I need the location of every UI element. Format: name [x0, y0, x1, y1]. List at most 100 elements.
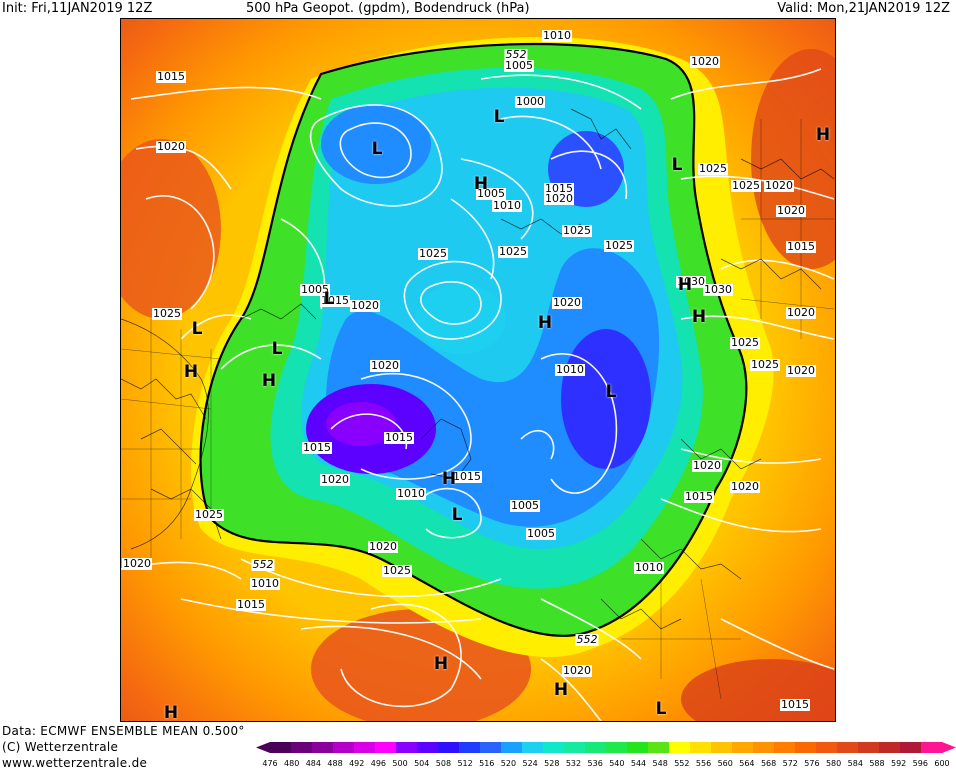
isobar-label: 1010	[250, 577, 280, 590]
colorbar-tick-label: 476	[262, 759, 277, 768]
colorbar-tick-label: 492	[349, 759, 364, 768]
colorbar-swatch	[522, 742, 544, 753]
colorbar-tick-label: 588	[869, 759, 884, 768]
isobar-label: 1015	[452, 470, 482, 483]
website-url: www.wetterzentrale.de	[2, 756, 148, 770]
colorbar-swatch	[375, 742, 397, 753]
isobar-label: 1020	[350, 299, 380, 312]
colorbar-swatch	[270, 742, 292, 753]
colorbar-swatch	[879, 742, 901, 753]
isobar-label: 1015	[320, 294, 350, 307]
pressure-center-low: L	[323, 289, 335, 309]
colorbar-tick-label: 592	[891, 759, 906, 768]
blue-low-northwest	[321, 104, 431, 184]
colorbar-swatch	[669, 742, 691, 753]
isobar-label: 1020	[368, 540, 398, 553]
isobar-label: 1015	[384, 431, 414, 444]
colorbar-tick-label: 480	[284, 759, 299, 768]
valid-time: Valid: Mon,21JAN2019 12Z	[777, 1, 950, 16]
isobar-label: 1025	[562, 224, 592, 237]
isobar-label: 1015	[156, 70, 186, 83]
pressure-center-high: H	[441, 469, 457, 489]
colorbar-tick-label: 544	[631, 759, 646, 768]
isobar-label: 1020	[544, 192, 574, 205]
isobar-label: 1025	[418, 247, 448, 260]
colorbar-tick-label: 548	[653, 759, 668, 768]
isobar-label: 1030	[703, 283, 733, 296]
isobar-label: 1020	[370, 359, 400, 372]
colorbar-tick-label: 584	[848, 759, 863, 768]
copyright: (C) Wetterzentrale	[2, 740, 119, 754]
isobar-label: 1020	[730, 480, 760, 493]
isobar-label: 1000	[515, 95, 545, 108]
colorbar-tick-label: 568	[761, 759, 776, 768]
pressure-center-low: L	[605, 382, 617, 402]
pressure-center-low: L	[271, 339, 283, 359]
isobar-label: 1015	[780, 698, 810, 711]
isobar-label: 1015	[302, 441, 332, 454]
colorbar-swatch	[459, 742, 481, 753]
isobar-label: 1025	[750, 358, 780, 371]
isobar-label: 1020	[764, 179, 794, 192]
colorbar-swatch	[711, 742, 733, 753]
colorbar-swatch	[795, 742, 817, 753]
isobar-label: 1015	[544, 182, 574, 195]
colorbar-swatch	[690, 742, 712, 753]
pressure-center-low: L	[671, 155, 683, 175]
isobar-label: 1015	[786, 240, 816, 253]
colorbar-swatch	[648, 742, 670, 753]
geopotential-field	[121, 19, 835, 721]
isobar-label: 1005	[504, 59, 534, 72]
isobar-label: 1020	[776, 204, 806, 217]
isobar-label: 1025	[194, 508, 224, 521]
isobar-label: 1025	[731, 179, 761, 192]
colorbar-tick-label: 500	[392, 759, 407, 768]
subtropical-high-east	[751, 49, 835, 269]
colorbar-swatch	[816, 742, 838, 753]
colorbar-tick-label: 504	[414, 759, 429, 768]
colorbar-tick-label: 524	[522, 759, 537, 768]
colorbar-swatch	[501, 742, 523, 753]
colorbar-arrow-low	[256, 742, 270, 753]
colorbar-tick-label: 520	[501, 759, 516, 768]
colorbar-swatch	[858, 742, 880, 753]
colorbar-swatch	[585, 742, 607, 753]
colorbar-tick-label: 488	[327, 759, 342, 768]
contour-label-552: 552	[575, 633, 599, 646]
isobar-label: 1020	[552, 296, 582, 309]
init-time: Init: Fri,11JAN2019 12Z	[2, 1, 153, 16]
isobar-label: 1010	[555, 363, 585, 376]
isobar-label: 1020	[320, 473, 350, 486]
pressure-center-high: H	[433, 654, 449, 674]
pressure-center-high: H	[677, 275, 693, 295]
ridge-azores	[416, 284, 506, 354]
colorbar-swatch	[921, 742, 943, 753]
colorbar-arrow-high	[942, 742, 956, 753]
isobar-label: 1020	[156, 140, 186, 153]
colorbar-swatch	[312, 742, 334, 753]
colorbar-tick-label: 540	[609, 759, 624, 768]
colorbar-tick-label: 572	[783, 759, 798, 768]
chart-title: 500 hPa Geopot. (gpdm), Bodendruck (hPa)	[246, 1, 530, 16]
isobar-label: 1020	[690, 55, 720, 68]
isobar-label: 1025	[604, 239, 634, 252]
isobar-label: 1020	[786, 364, 816, 377]
colorbar-swatch	[564, 742, 586, 753]
colorbar-swatch	[333, 742, 355, 753]
colorbar-tick-label: 556	[696, 759, 711, 768]
pressure-center-low: L	[655, 699, 667, 719]
isobar-label: 1025	[730, 336, 760, 349]
colorbar-tick-label: 576	[804, 759, 819, 768]
colorbar-swatch	[354, 742, 376, 753]
colorbar-tick-label: 580	[826, 759, 841, 768]
colorbar-swatch	[627, 742, 649, 753]
colorbar-tick-label: 600	[934, 759, 949, 768]
state-borders	[121, 119, 835, 700]
data-source: Data: ECMWF ENSEMBLE MEAN 0.500°	[2, 724, 245, 738]
subtropical-high-west	[121, 139, 221, 319]
isobar-label: 1005	[476, 187, 506, 200]
colorbar-tick-label: 552	[674, 759, 689, 768]
colorbar-swatch	[774, 742, 796, 753]
isobar-label: 1025	[152, 307, 182, 320]
pressure-center-high: H	[261, 371, 277, 391]
